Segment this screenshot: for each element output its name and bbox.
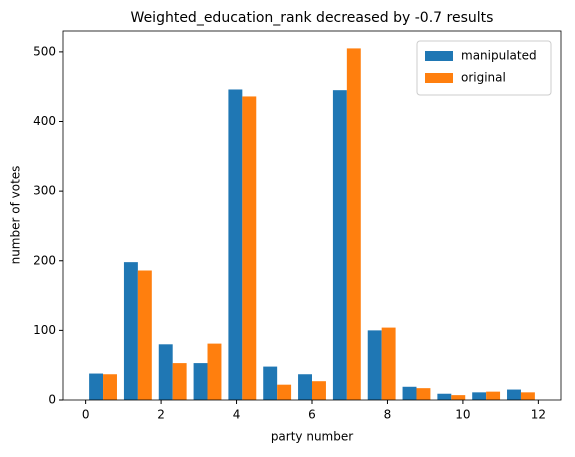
bar [472, 392, 487, 400]
y-tick-label: 0 [48, 393, 56, 407]
x-tick-label: 6 [308, 408, 316, 422]
bar [158, 344, 173, 400]
bar [451, 395, 466, 400]
bar [193, 363, 208, 400]
chart-title: Weighted_education_rank decreased by -0.… [131, 10, 494, 26]
bar [381, 327, 396, 400]
legend-label: manipulated [461, 49, 537, 63]
bar [228, 89, 243, 400]
bar [89, 373, 104, 400]
bar [207, 343, 222, 400]
bar [332, 90, 347, 400]
bar [520, 392, 535, 400]
y-tick-label: 500 [33, 44, 56, 58]
bar [277, 384, 292, 400]
y-tick-label: 400 [33, 114, 56, 128]
bar [486, 391, 501, 400]
bar [312, 381, 326, 400]
bar [437, 393, 452, 400]
bar [263, 366, 278, 400]
bar [346, 48, 361, 400]
y-tick-label: 100 [33, 323, 56, 337]
x-axis-label: party number [271, 430, 353, 444]
bar [137, 270, 152, 400]
x-tick-label: 0 [82, 408, 90, 422]
bar [298, 374, 312, 400]
bar [242, 96, 257, 400]
legend-swatch [425, 51, 453, 61]
x-tick-label: 4 [233, 408, 241, 422]
y-axis-label: number of votes [9, 166, 23, 265]
x-tick-label: 10 [455, 408, 470, 422]
legend-label: original [461, 71, 506, 85]
bar [103, 374, 117, 400]
bar [402, 386, 417, 400]
bar [367, 330, 382, 400]
x-tick-label: 8 [384, 408, 392, 422]
x-tick-label: 2 [157, 408, 165, 422]
bar [172, 363, 187, 400]
bar [416, 388, 431, 400]
legend-swatch [425, 73, 453, 83]
y-tick-label: 200 [33, 253, 56, 267]
bar [507, 389, 521, 400]
bar [123, 262, 138, 400]
y-tick-label: 300 [33, 184, 56, 198]
x-tick-label: 12 [531, 408, 546, 422]
